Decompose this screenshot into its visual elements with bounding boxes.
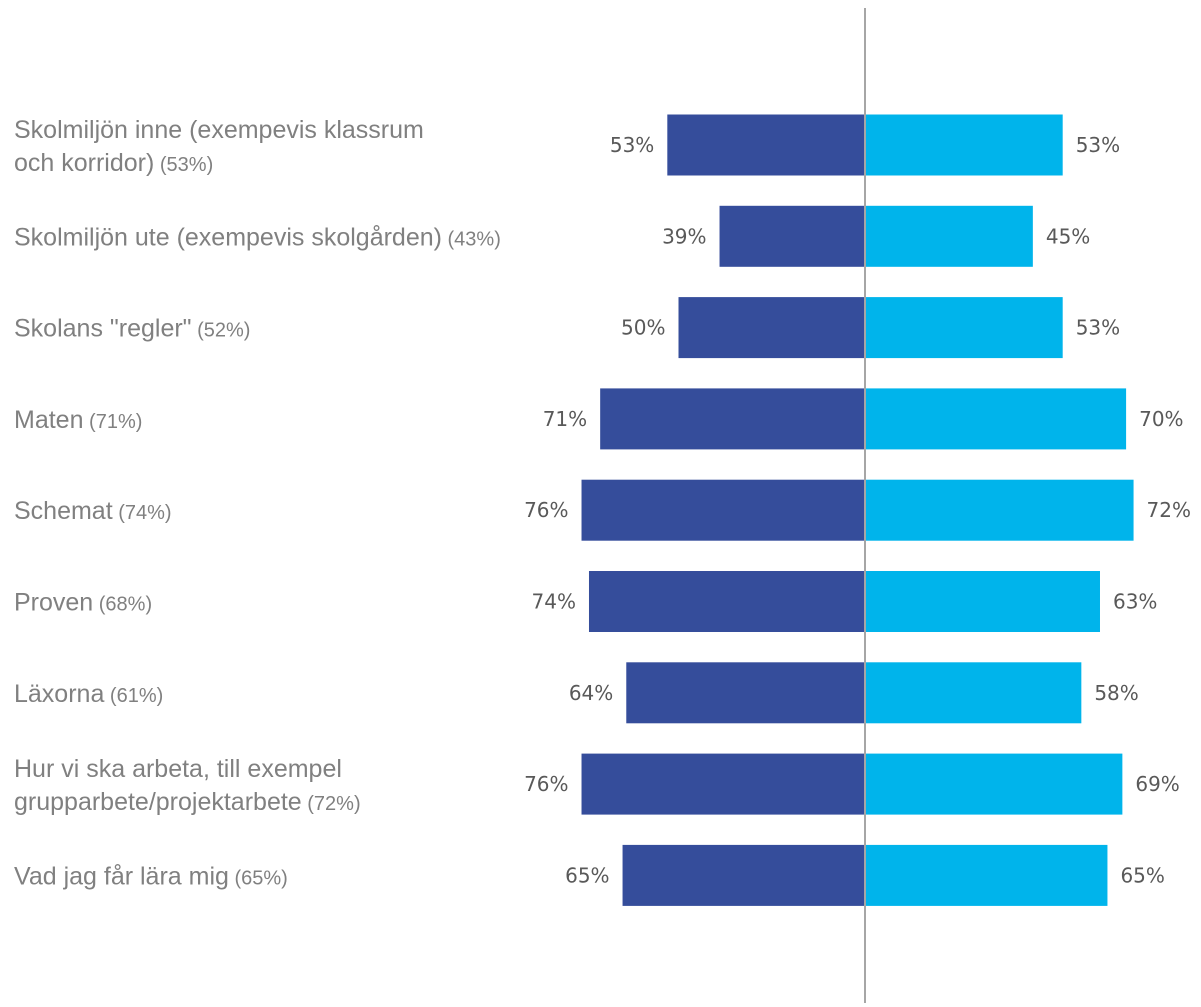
value-label-left: 64%: [569, 681, 613, 705]
bar-right: [865, 753, 1123, 815]
right-series-bars: [865, 114, 1134, 906]
value-label-right: 72%: [1147, 498, 1191, 522]
bar-left: [581, 753, 865, 815]
value-label-left: 74%: [532, 590, 576, 614]
bar-right: [865, 297, 1063, 359]
category-total: (74%): [113, 502, 172, 524]
value-label-left: 71%: [543, 407, 587, 431]
bar-right: [865, 571, 1100, 632]
category-label: Skolans "regler" (52%): [14, 315, 250, 343]
bar-left: [581, 479, 865, 541]
value-label-left: 65%: [565, 863, 609, 887]
category-labels: Skolmiljön inne (exempevis klassrum och k…: [14, 116, 501, 890]
category-total: (71%): [83, 411, 142, 433]
bar-left: [667, 114, 865, 176]
bar-left: [622, 844, 865, 906]
bar-left: [719, 205, 865, 267]
category-label: Hur vi ska arbeta, till exempel: [14, 755, 342, 783]
category-total: (43%): [442, 228, 501, 250]
value-label-left: 76%: [524, 772, 568, 796]
bar-right: [865, 662, 1082, 724]
left-series-bars: [581, 114, 865, 906]
category-label: Läxorna (61%): [14, 680, 163, 708]
bar-left: [588, 571, 865, 632]
category-label: och korridor) (53%): [14, 149, 213, 177]
value-label-right: 53%: [1076, 133, 1120, 157]
category-label: Proven (68%): [14, 589, 152, 617]
value-label-right: 53%: [1076, 316, 1120, 340]
category-total: (72%): [302, 793, 361, 815]
value-label-left: 39%: [662, 224, 706, 248]
bar-right: [865, 114, 1063, 176]
category-label: Vad jag får lära mig (65%): [14, 862, 288, 890]
category-label: Skolmiljön inne (exempevis klassrum: [14, 116, 424, 144]
value-label-right: 63%: [1113, 590, 1157, 614]
bar-left: [600, 388, 865, 450]
bar-left: [678, 297, 865, 359]
value-label-left: 53%: [610, 133, 654, 157]
category-label: Schemat (74%): [14, 497, 172, 525]
category-label: grupparbete/projektarbete (72%): [14, 788, 361, 816]
category-label: Maten (71%): [14, 406, 142, 434]
category-total: (65%): [229, 867, 288, 889]
value-label-left: 50%: [621, 316, 665, 340]
bar-left: [626, 662, 865, 724]
bar-right: [865, 479, 1134, 541]
value-label-left: 76%: [524, 498, 568, 522]
value-label-right: 58%: [1094, 681, 1138, 705]
bar-right: [865, 844, 1108, 906]
value-label-right: 45%: [1046, 224, 1090, 248]
category-total: (52%): [192, 320, 251, 342]
value-label-right: 70%: [1139, 407, 1183, 431]
category-total: (53%): [154, 154, 213, 176]
category-total: (68%): [93, 594, 152, 616]
category-total: (61%): [104, 685, 163, 707]
bar-right: [865, 388, 1127, 450]
value-label-right: 69%: [1135, 772, 1179, 796]
bar-right: [865, 205, 1033, 267]
value-labels: 53% 53% 39% 45% 50% 53% 71% 70% 76% 72% 74% 63% 64% 5…: [524, 133, 1191, 887]
value-label-right: 65%: [1120, 863, 1164, 887]
category-label: Skolmiljön ute (exempevis skolgården) (4…: [14, 223, 501, 251]
